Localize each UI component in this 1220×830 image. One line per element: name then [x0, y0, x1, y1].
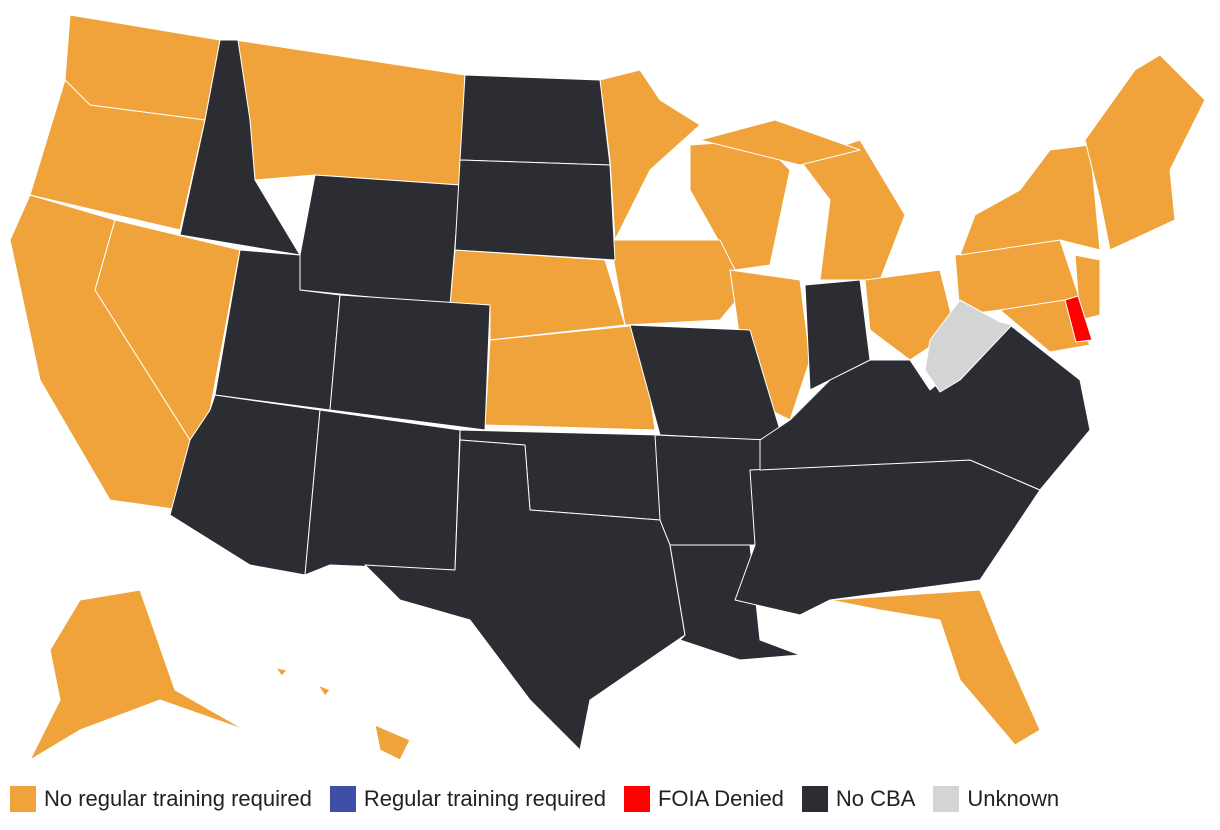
state	[364, 439, 686, 751]
legend-item: FOIA Denied	[623, 786, 784, 812]
legend-item: Unknown	[933, 786, 1059, 812]
legend-swatch	[801, 786, 828, 812]
legend-label: FOIA Denied	[657, 786, 784, 811]
legend-swatch	[10, 786, 36, 812]
state	[275, 667, 288, 677]
state	[599, 69, 701, 241]
legend: No regular training required Regular trai…	[10, 786, 1059, 812]
state	[317, 684, 331, 697]
state	[179, 39, 301, 256]
state	[1064, 295, 1093, 343]
state	[454, 159, 616, 261]
state	[829, 589, 1041, 746]
state	[804, 279, 871, 391]
state	[304, 409, 461, 576]
legend-label: No CBA	[835, 786, 916, 811]
legend-label: Unknown	[967, 786, 1060, 811]
state	[609, 239, 746, 326]
state	[1084, 54, 1206, 251]
legend-swatch	[623, 786, 650, 812]
legend-swatch	[329, 786, 356, 812]
state	[699, 119, 861, 166]
legend-item: Regular training required	[329, 786, 606, 812]
state	[734, 459, 1041, 616]
state	[234, 39, 466, 186]
region-group	[1064, 295, 1093, 343]
legend-label: No regular training required	[44, 786, 312, 811]
us-map	[9, 14, 1206, 761]
state	[374, 724, 411, 761]
region-group	[924, 299, 1013, 393]
state	[329, 294, 491, 431]
region-group	[169, 39, 1091, 751]
state	[484, 324, 656, 431]
region-group	[9, 14, 1206, 761]
state	[999, 299, 1091, 353]
legend-item: No regular training required	[10, 786, 312, 812]
legend-item: No CBA	[801, 786, 916, 812]
state	[924, 299, 1013, 393]
legend-label: Regular training required	[363, 786, 606, 811]
state	[29, 589, 246, 761]
legend-swatch	[933, 786, 960, 812]
state	[299, 174, 461, 306]
state	[459, 74, 611, 166]
state	[29, 79, 206, 231]
state	[959, 144, 1101, 256]
